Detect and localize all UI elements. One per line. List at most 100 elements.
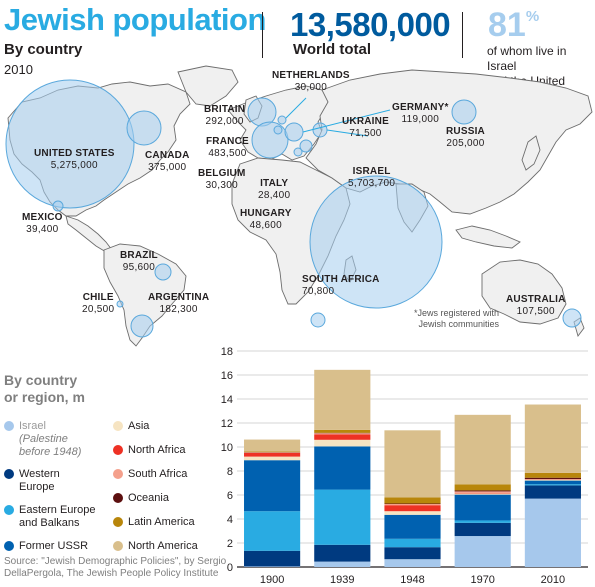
legend-swatch-icon — [4, 469, 14, 479]
bubble-brazil — [154, 263, 172, 281]
bubble-chile — [116, 300, 124, 308]
bar-segment — [314, 544, 371, 562]
legend-label: Oceania — [128, 492, 169, 504]
bar-segment — [244, 451, 301, 453]
bubble-argentina — [130, 314, 154, 338]
y-tick-label: 6 — [227, 490, 233, 502]
bar-segment — [384, 514, 441, 539]
country-name: ARGENTINA — [148, 292, 210, 303]
bar-segment — [384, 538, 441, 548]
label-israel: ISRAEL 5,703,700 — [348, 166, 395, 190]
header-divider-2 — [462, 12, 463, 58]
legend-swatch-icon — [4, 505, 14, 515]
leader-germany — [302, 109, 391, 133]
bar-segment — [314, 434, 371, 440]
country-value: 107,500 — [516, 306, 555, 317]
bar-segment — [384, 505, 441, 512]
bar-segment — [244, 550, 301, 567]
bubble-italy — [293, 147, 303, 157]
bar-segment — [454, 520, 511, 523]
y-tick-label: 16 — [221, 370, 233, 382]
share-label-line-1: of whom live in Israel — [487, 44, 567, 73]
world-total-label: World total — [293, 41, 372, 58]
bar-segment — [384, 430, 441, 498]
country-name: MEXICO — [22, 212, 63, 223]
label-italy: ITALY 28,400 — [258, 178, 290, 202]
y-tick-label: 0 — [227, 562, 233, 574]
y-tick-label: 2 — [227, 538, 233, 550]
bar-segment — [314, 429, 371, 433]
legend-label: North Africa — [128, 444, 186, 456]
legend-swatch-icon — [113, 517, 123, 527]
bubble-south-africa — [310, 312, 326, 328]
bubble-germany — [284, 122, 304, 142]
legend-note-line-2: before 1948) — [19, 446, 82, 458]
legend-label: South Africa — [128, 468, 188, 480]
legend-note-line-1: (Palestine — [19, 433, 68, 445]
legend-label: Israel — [19, 420, 46, 432]
legend-swatch-icon — [113, 493, 123, 503]
label-chile: CHILE 20,500 — [82, 292, 114, 316]
label-britain: BRITAIN 292,000 — [204, 104, 245, 128]
bubble-belgium — [273, 125, 283, 135]
bar-segment — [524, 479, 581, 480]
chart-year: 2010 — [4, 62, 33, 77]
bar-segment — [384, 504, 441, 506]
label-belgium: BELGIUM 30,300 — [198, 168, 246, 192]
country-value: 119,000 — [401, 114, 440, 125]
bar-segment — [454, 491, 511, 493]
legend-heading-line-1: By country — [4, 372, 78, 388]
country-value: 375,000 — [148, 162, 187, 173]
bar-segment — [454, 536, 511, 567]
bar-segment — [454, 493, 511, 495]
map-footnote-line-1: *Jews registered with — [414, 308, 500, 318]
label-brazil: BRAZIL 95,600 — [120, 250, 158, 274]
country-value: 5,275,000 — [50, 160, 98, 171]
label-united-states: UNITED STATES 5,275,000 — [34, 148, 115, 172]
bar-segment — [524, 484, 581, 486]
bubble-united-states — [5, 79, 135, 209]
bar-segment — [244, 460, 301, 512]
legend-label: North America — [128, 540, 198, 552]
country-name: SOUTH AFRICA — [302, 274, 380, 285]
bubble-israel — [309, 175, 443, 309]
chart-subtitle: By country — [4, 41, 83, 58]
bubble-canada — [126, 110, 162, 146]
bar-segment — [524, 480, 581, 481]
bar-segment — [244, 511, 301, 551]
country-name: FRANCE — [206, 136, 249, 147]
bar-segment — [314, 561, 371, 567]
bar-segment — [454, 484, 511, 491]
source-note: Source: "Jewish Demographic Policies", b… — [4, 556, 227, 579]
y-tick-label: 14 — [221, 394, 233, 406]
country-value: 30,300 — [205, 180, 238, 191]
bubble-mexico — [52, 200, 64, 212]
label-germany: GERMANY* 119,000 — [392, 102, 449, 126]
bar-segment — [524, 472, 581, 478]
bubble-netherlands — [277, 115, 287, 125]
label-mexico: MEXICO 39,400 — [22, 212, 63, 236]
land-japan — [521, 135, 541, 171]
bubble-france — [251, 121, 289, 159]
country-name: BRITAIN — [204, 104, 246, 115]
bar-segment — [524, 480, 581, 485]
chart-title: Jewish population — [4, 2, 266, 37]
label-netherlands: NETHERLANDS 30,000 — [272, 70, 350, 94]
land-greenland — [177, 65, 239, 107]
bar-segment — [314, 439, 371, 447]
bar-segment — [384, 511, 441, 515]
legend-swatch-icon — [113, 421, 123, 431]
x-tick-label: 1900 — [260, 574, 284, 586]
header-divider-1 — [262, 12, 263, 58]
bar-segment — [314, 446, 371, 490]
label-ukraine: UKRAINE 71,500 — [342, 116, 389, 140]
bar-segment — [524, 498, 581, 567]
legend-label: Asia — [128, 420, 150, 432]
world-total-value: 13,580,000 — [290, 6, 451, 43]
bar-segment — [244, 456, 301, 461]
y-tick-label: 12 — [221, 418, 233, 430]
bar-segment — [384, 497, 441, 504]
country-name: GERMANY* — [392, 102, 449, 113]
country-value: 71,500 — [349, 128, 382, 139]
legend-swatch-icon — [4, 421, 14, 431]
